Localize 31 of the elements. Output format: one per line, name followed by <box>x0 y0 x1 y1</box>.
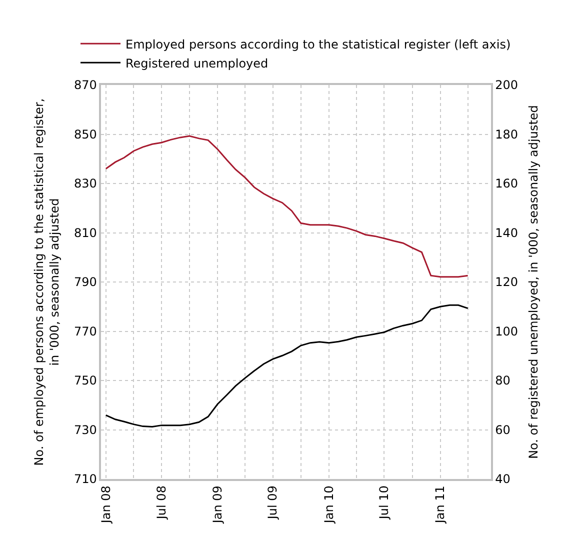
y2-tick-label: 60 <box>495 422 510 437</box>
y-tick-label: 810 <box>74 226 97 240</box>
y-tick-label: 790 <box>74 275 97 290</box>
y-tick-label: 770 <box>74 324 97 338</box>
x-tick-label: Jul 09 <box>266 486 280 520</box>
y2-tick-label: 200 <box>495 78 518 92</box>
y-tick-label: 830 <box>74 176 97 191</box>
x-tick-label: Jan 11 <box>433 486 448 524</box>
x-tick-label: Jan 10 <box>322 486 336 524</box>
line-series <box>105 304 469 428</box>
y2-tick-label: 160 <box>495 176 518 191</box>
x-tick-label: Jan 08 <box>98 486 113 524</box>
y2-tick-label: 180 <box>495 127 518 142</box>
x-tick-label: Jan 09 <box>210 486 224 524</box>
y-tick-label: 730 <box>74 422 97 437</box>
y-tick-label: 850 <box>74 127 97 142</box>
legend-label: Employed persons according to the statistical register (left axis) <box>126 37 511 52</box>
y-tick-label: 710 <box>74 472 97 486</box>
y2-tick-label: 120 <box>495 275 518 290</box>
y-tick-label: 870 <box>74 78 97 92</box>
y-tick-label: 750 <box>74 374 97 388</box>
line-series <box>105 135 469 278</box>
x-tick-label: Jul 08 <box>154 486 168 520</box>
y2-tick-label: 140 <box>495 226 518 240</box>
y2-tick-label: 100 <box>495 324 518 338</box>
y-axis-title: No. of employed persons according to the statistical register, in '000, seasonally adjusted <box>32 98 62 466</box>
y2-tick-label: 80 <box>495 374 510 388</box>
y2-axis-title: No. of registered unemployed, in '000, seasonally adjusted <box>526 105 540 459</box>
legend-label: Registered unemployed <box>126 56 268 70</box>
x-tick-label: Jul 10 <box>377 486 392 520</box>
y2-tick-label: 40 <box>495 472 510 486</box>
